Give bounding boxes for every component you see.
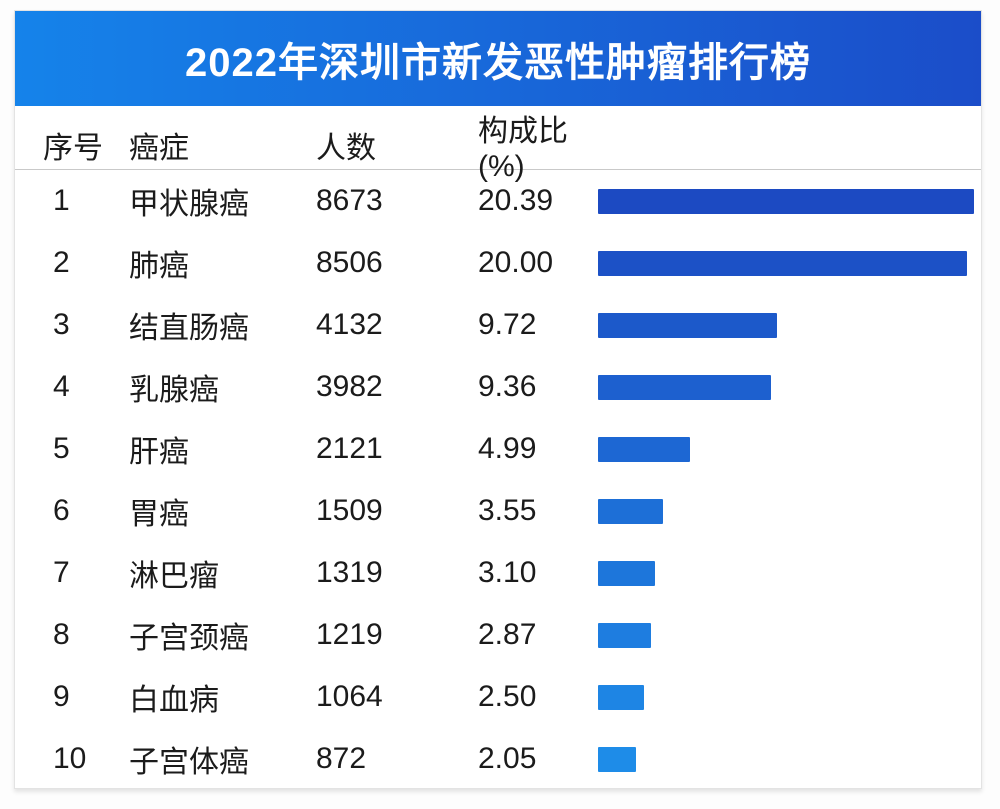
bar-cell [598,374,981,400]
bar-cell [598,560,981,586]
bar [598,560,656,586]
cancer-cell: 胃癌 [129,498,189,531]
bar-cell [598,622,981,648]
rank-cell: 2 [53,246,70,279]
rank-cell: 1 [53,184,70,217]
pct-cell: 2.87 [478,618,537,651]
table-row: 5 肝癌 2121 4.99 [15,418,981,480]
table-row: 10 子宫体癌 872 2.05 [15,728,981,790]
table-row: 7 淋巴瘤 1319 3.10 [15,542,981,604]
bar [598,498,664,524]
rank-cell: 9 [53,680,70,713]
bar-cell [598,250,981,276]
table-row: 3 结直肠癌 4132 9.72 [15,294,981,356]
column-header-cancer: 癌症 [129,132,189,165]
title-banner: 2022年深圳市新发恶性肿瘤排行榜 [15,11,981,106]
rank-cell: 3 [53,308,70,341]
cancer-cell: 白血病 [129,684,219,717]
count-cell: 1064 [316,680,383,713]
pct-cell: 2.05 [478,742,537,775]
table-row: 2 肺癌 8506 20.00 [15,232,981,294]
pct-cell: 20.00 [478,246,554,279]
table-body: 1 甲状腺癌 8673 20.39 2 肺癌 8506 20.00 3 结直肠癌… [15,170,981,790]
column-header-pct: 构成比(%) [478,115,568,183]
count-cell: 1319 [316,556,383,589]
count-cell: 3982 [316,370,383,403]
pct-cell: 3.55 [478,494,537,527]
pct-cell: 4.99 [478,432,537,465]
rank-cell: 5 [53,432,70,465]
page-title: 2022年深圳市新发恶性肿瘤排行榜 [185,40,811,85]
table-header: 序号 癌症 人数 构成比(%) [15,106,981,183]
bar [598,622,651,648]
cancer-cell: 淋巴瘤 [129,560,219,593]
bar-cell [598,188,981,214]
cancer-cell: 子宫颈癌 [129,622,249,655]
cancer-cell: 肝癌 [129,436,189,469]
count-cell: 1219 [316,618,383,651]
bar [598,746,636,772]
column-header-rank: 序号 [43,132,103,165]
ranking-card: 2022年深圳市新发恶性肿瘤排行榜 序号 癌症 人数 构成比(%) 1 甲状腺癌… [14,10,982,789]
count-cell: 2121 [316,432,383,465]
cancer-cell: 子宫体癌 [129,746,249,779]
bar [598,436,691,462]
count-cell: 8673 [316,184,383,217]
bar-cell [598,312,981,338]
rank-cell: 6 [53,494,70,527]
cancer-cell: 肺癌 [129,250,189,283]
table-row: 8 子宫颈癌 1219 2.87 [15,604,981,666]
rank-cell: 8 [53,618,70,651]
table-row: 1 甲状腺癌 8673 20.39 [15,170,981,232]
table-row: 6 胃癌 1509 3.55 [15,480,981,542]
bar [598,684,645,710]
pct-cell: 9.72 [478,308,537,341]
cancer-cell: 结直肠癌 [129,312,249,345]
bar-cell [598,436,981,462]
count-cell: 8506 [316,246,383,279]
rank-cell: 7 [53,556,70,589]
count-cell: 1509 [316,494,383,527]
table-row: 4 乳腺癌 3982 9.36 [15,356,981,418]
bar [598,188,974,214]
pct-cell: 9.36 [478,370,537,403]
pct-cell: 2.50 [478,680,537,713]
table-row: 9 白血病 1064 2.50 [15,666,981,728]
cancer-cell: 甲状腺癌 [129,188,249,221]
column-header-count: 人数 [316,132,376,165]
count-cell: 872 [316,742,367,775]
rank-cell: 10 [53,742,87,775]
bar [598,312,778,338]
bar-cell [598,684,981,710]
bar [598,250,967,276]
count-cell: 4132 [316,308,383,341]
rank-cell: 4 [53,370,70,403]
pct-cell: 3.10 [478,556,537,589]
bar-cell [598,746,981,772]
cancer-cell: 乳腺癌 [129,374,219,407]
bar [598,374,771,400]
bar-cell [598,498,981,524]
pct-cell: 20.39 [478,184,554,217]
